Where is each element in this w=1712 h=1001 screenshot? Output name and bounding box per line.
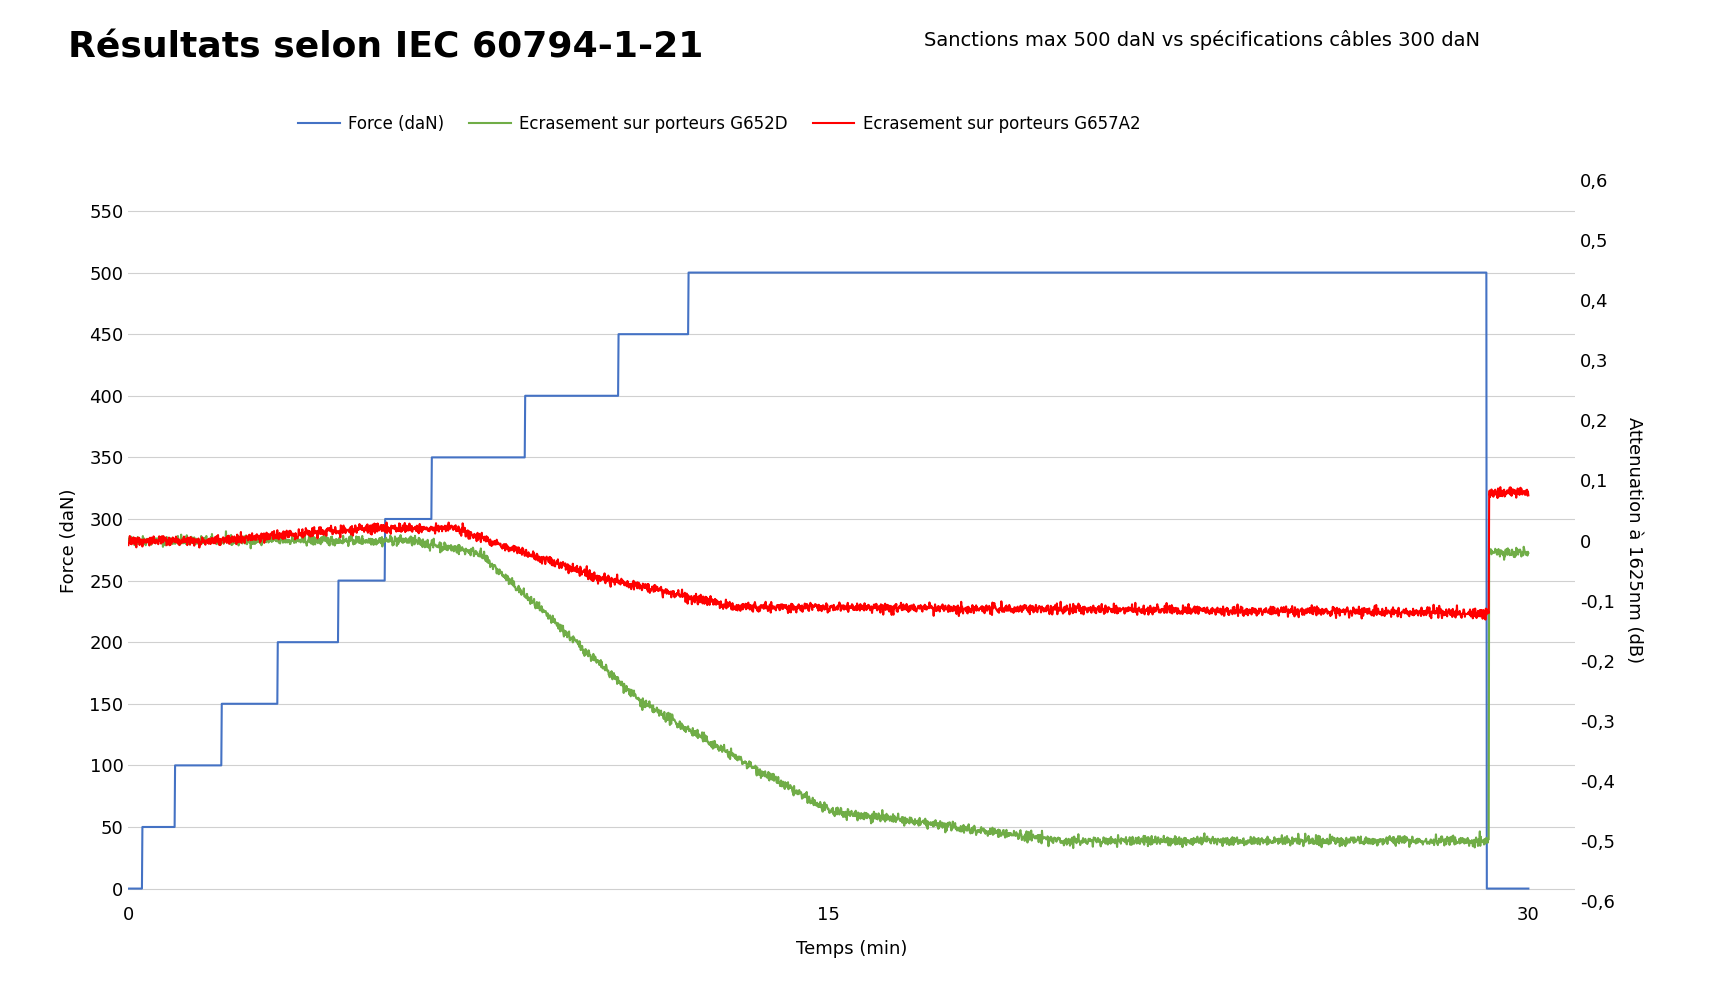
Ecrasement sur porteurs G652D bbox=[1491, 545, 1512, 557]
X-axis label: Temps (min): Temps (min) bbox=[796, 940, 907, 958]
Ecrasement sur porteurs G657A2 bbox=[1340, 607, 1361, 619]
Ecrasement sur porteurs G652D bbox=[361, 534, 382, 546]
Ecrasement sur porteurs G657A2 bbox=[656, 586, 676, 598]
Y-axis label: Force (daN): Force (daN) bbox=[60, 488, 79, 593]
Text: Sanctions max 500 daN vs spécifications câbles 300 daN: Sanctions max 500 daN vs spécifications … bbox=[924, 30, 1481, 50]
Ecrasement sur porteurs G652D bbox=[279, 536, 300, 548]
Force (daN) bbox=[656, 328, 676, 340]
Legend: Force (daN), Ecrasement sur porteurs G652D, Ecrasement sur porteurs G657A2: Force (daN), Ecrasement sur porteurs G65… bbox=[291, 108, 1147, 140]
Ecrasement sur porteurs G652D bbox=[1063, 842, 1084, 854]
Line: Ecrasement sur porteurs G657A2: Ecrasement sur porteurs G657A2 bbox=[128, 487, 1529, 620]
Ecrasement sur porteurs G652D bbox=[118, 534, 139, 546]
Force (daN) bbox=[716, 266, 736, 278]
Ecrasement sur porteurs G652D bbox=[656, 716, 676, 728]
Line: Ecrasement sur porteurs G652D: Ecrasement sur porteurs G652D bbox=[128, 532, 1529, 848]
Ecrasement sur porteurs G652D bbox=[216, 526, 236, 538]
Ecrasement sur porteurs G657A2 bbox=[716, 594, 736, 606]
Force (daN) bbox=[678, 266, 698, 278]
Ecrasement sur porteurs G657A2 bbox=[277, 532, 298, 544]
Force (daN) bbox=[1340, 266, 1361, 278]
Force (daN) bbox=[361, 575, 382, 587]
Ecrasement sur porteurs G657A2 bbox=[1491, 486, 1512, 498]
Ecrasement sur porteurs G652D bbox=[1519, 547, 1539, 559]
Line: Force (daN): Force (daN) bbox=[128, 272, 1529, 889]
Text: Résultats selon IEC 60794-1-21: Résultats selon IEC 60794-1-21 bbox=[68, 30, 704, 64]
Ecrasement sur porteurs G657A2 bbox=[1489, 481, 1510, 493]
Ecrasement sur porteurs G657A2 bbox=[118, 540, 139, 552]
Force (daN) bbox=[1519, 883, 1539, 895]
Ecrasement sur porteurs G652D bbox=[1340, 832, 1361, 844]
Y-axis label: Attenuation à 1625nm (dB): Attenuation à 1625nm (dB) bbox=[1625, 417, 1644, 664]
Ecrasement sur porteurs G657A2 bbox=[1519, 489, 1539, 502]
Force (daN) bbox=[118, 883, 139, 895]
Force (daN) bbox=[1491, 883, 1512, 895]
Ecrasement sur porteurs G657A2 bbox=[361, 522, 382, 534]
Force (daN) bbox=[277, 637, 298, 649]
Ecrasement sur porteurs G652D bbox=[716, 746, 736, 758]
Ecrasement sur porteurs G657A2 bbox=[1476, 614, 1496, 626]
